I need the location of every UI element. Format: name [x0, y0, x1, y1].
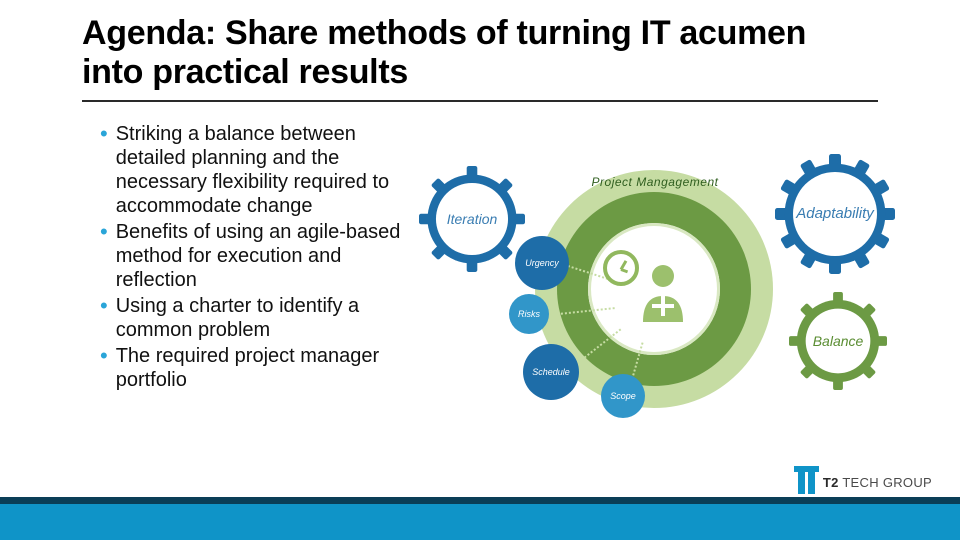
gear-label: Iteration [447, 212, 498, 227]
pip-risks: Risks [509, 294, 549, 334]
title-underline [82, 100, 878, 102]
bullet-item: • Using a charter to identify a common p… [100, 294, 410, 342]
bullet-dot-icon: • [100, 294, 108, 318]
bullet-dot-icon: • [100, 122, 108, 146]
bullet-text: Using a charter to identify a common pro… [116, 294, 410, 342]
person-icon [633, 260, 693, 324]
bullet-text: Striking a balance between detailed plan… [116, 122, 410, 218]
brand-logo: T2 TECH GROUP [798, 470, 932, 494]
bullet-dot-icon: • [100, 344, 108, 368]
bullet-item: • Benefits of using an agile-based metho… [100, 220, 410, 292]
bullet-item: • Striking a balance between detailed pl… [100, 122, 410, 218]
gear-adaptability: Adaptability [775, 154, 895, 274]
gear-label: Balance [813, 334, 864, 349]
bullet-item: • The required project manager portfolio [100, 344, 410, 392]
gear-iteration: Iteration [419, 166, 525, 272]
pip-schedule: Schedule [523, 344, 579, 400]
gear-label: Adaptability [796, 206, 874, 222]
slide: Agenda: Share methods of turning IT acum… [0, 0, 960, 540]
slide-title: Agenda: Share methods of turning IT acum… [82, 14, 862, 92]
arc-label: Project Mangagement [565, 175, 745, 189]
bullet-dot-icon: • [100, 220, 108, 244]
bullet-list: • Striking a balance between detailed pl… [100, 122, 410, 394]
logo-text: T2 TECH GROUP [823, 475, 932, 490]
logo-mark-icon [798, 470, 815, 494]
footer-bar [0, 504, 960, 540]
gear-balance: Balance [789, 292, 887, 390]
pip-scope: Scope [601, 374, 645, 418]
pm-diagram: Project Mangagement Urgency Risks Schedu… [425, 148, 885, 428]
bullet-text: Benefits of using an agile-based method … [116, 220, 410, 292]
bullet-text: The required project manager portfolio [116, 344, 410, 392]
